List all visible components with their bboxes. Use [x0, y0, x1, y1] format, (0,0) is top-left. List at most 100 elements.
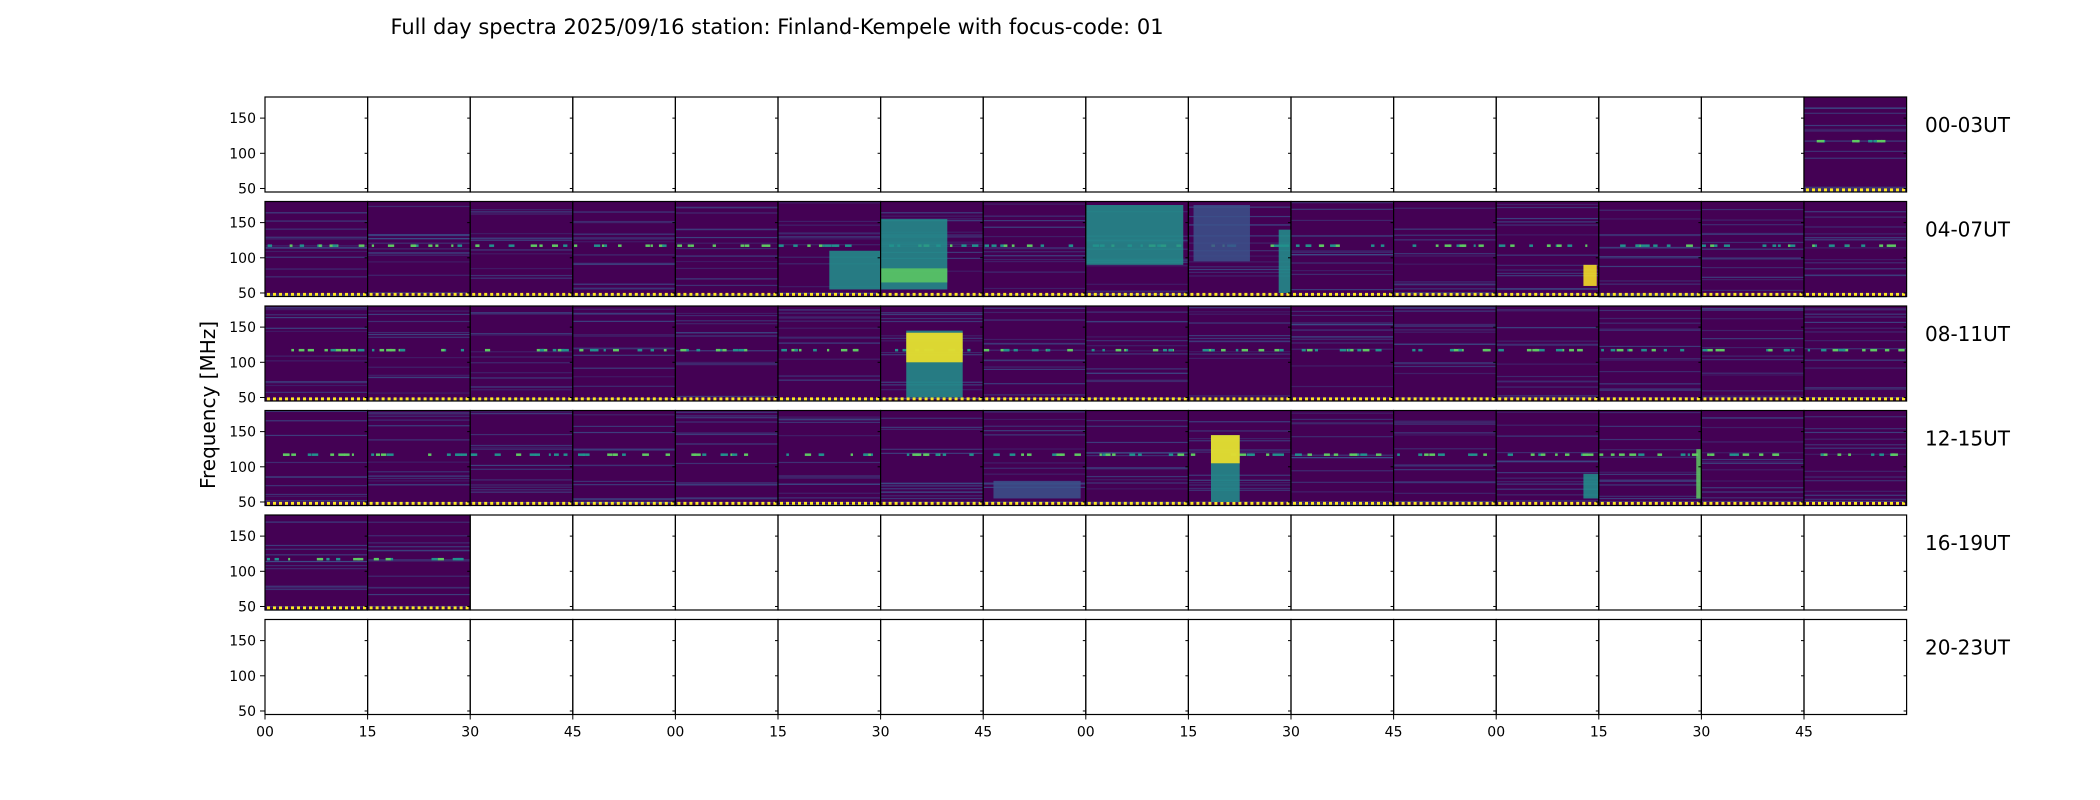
carrier-mark [343, 453, 350, 456]
carrier-mark [470, 453, 478, 456]
carrier-mark [553, 244, 558, 247]
spectrum-band [367, 205, 471, 208]
spectrum-band [778, 337, 881, 339]
baseline-dot [737, 501, 741, 505]
baseline-dot [1890, 501, 1893, 505]
spectrum-band [1598, 209, 1702, 211]
spectrum-band [1804, 367, 1907, 369]
baseline-dot [1335, 501, 1338, 505]
spectrum-panel [1290, 305, 1395, 402]
carrier-mark [1898, 348, 1905, 352]
spectrum-panel [982, 409, 1087, 507]
spectrum-band [675, 498, 778, 500]
spectrum-band [470, 333, 573, 335]
carrier-mark [358, 244, 365, 247]
baseline-dot [1564, 501, 1568, 505]
spectrum-band [1393, 465, 1497, 467]
baseline-dot [1504, 397, 1508, 401]
spectrum-band [675, 433, 778, 436]
spectrum-band [572, 484, 676, 486]
baseline-dot [273, 292, 276, 296]
panel-frame [879, 96, 984, 193]
spectrum-band [470, 334, 573, 336]
spectrum-band [1291, 365, 1394, 367]
spectrum-band [778, 435, 881, 437]
spectrum-band [572, 288, 676, 290]
carrier-mark [1207, 348, 1213, 352]
spectrum-band [265, 307, 368, 309]
baseline-dot [870, 397, 873, 401]
baseline-dot [520, 397, 524, 401]
baseline-dot [1769, 397, 1773, 401]
baseline-dot [1866, 397, 1869, 401]
panel-frame [1803, 96, 1908, 193]
carrier-mark [744, 244, 750, 247]
spectrum-band [367, 471, 471, 473]
baseline-dot [773, 292, 777, 296]
carrier-mark [484, 348, 491, 352]
baseline-dot [1299, 292, 1302, 296]
carrier-mark [1565, 453, 1570, 456]
spectrum-panel [1187, 618, 1292, 716]
spectrum-band [983, 255, 1086, 257]
spectrum-band [1291, 208, 1394, 210]
baseline-dot [514, 501, 518, 505]
baseline-dot [1087, 397, 1091, 401]
baseline-dot [303, 292, 306, 296]
baseline-dot [321, 397, 324, 401]
carrier-mark [311, 453, 319, 456]
spectrum-band [572, 262, 676, 264]
baseline-dot [453, 501, 457, 505]
baseline-dot [1775, 397, 1779, 401]
baseline-dot [1123, 501, 1127, 505]
spectrum-band [367, 356, 471, 359]
baseline-dot [1039, 501, 1043, 505]
spectrum-band [367, 587, 471, 589]
spectrum-band [778, 379, 881, 381]
baseline-dot [1226, 501, 1230, 505]
baseline-dot [1878, 501, 1881, 505]
carrier-mark [1832, 348, 1839, 352]
baseline-dot [1558, 397, 1562, 401]
baseline-dot [1262, 292, 1266, 296]
spectrum-band [880, 417, 984, 419]
baseline-dot [1642, 397, 1646, 401]
spectrum-band [1701, 487, 1804, 489]
spectrum-band [265, 544, 368, 547]
spectrum-panel [1700, 618, 1805, 716]
baseline-dot [1353, 397, 1356, 401]
baseline-dot [472, 501, 476, 505]
spectrum-band [367, 310, 471, 312]
carrier-mark [1294, 453, 1302, 456]
spectrum-band [1085, 320, 1189, 323]
carrier-mark [1279, 348, 1284, 352]
baseline-dot [478, 501, 482, 505]
baseline-dot [658, 501, 662, 505]
baseline-dot [780, 501, 783, 505]
carrier-mark [1821, 348, 1827, 352]
spectrum-band [675, 320, 778, 322]
y-tick-label: 100 [229, 460, 256, 476]
carrier-mark [1861, 244, 1866, 247]
baseline-dot [1902, 292, 1905, 296]
carrier-mark [835, 244, 840, 247]
baseline-dot [1836, 397, 1839, 401]
carrier-mark [854, 348, 859, 352]
spectrum-cell [367, 515, 471, 610]
baseline-dot [628, 501, 632, 505]
carrier-mark [696, 348, 701, 352]
carrier-mark [781, 348, 787, 352]
baseline-dot [1878, 292, 1881, 296]
carrier-mark [1635, 244, 1640, 247]
baseline-dot [1093, 501, 1097, 505]
burst-feature [1193, 205, 1250, 262]
carrier-mark [386, 348, 392, 352]
baseline-dot [303, 501, 306, 505]
baseline-dot [411, 397, 415, 401]
baseline-dot [1256, 501, 1260, 505]
baseline-dot [900, 292, 904, 296]
baseline-dot [309, 292, 312, 296]
carrier-mark [942, 453, 947, 456]
spectrum-cell [1701, 410, 1804, 506]
baseline-dot [1371, 397, 1374, 401]
